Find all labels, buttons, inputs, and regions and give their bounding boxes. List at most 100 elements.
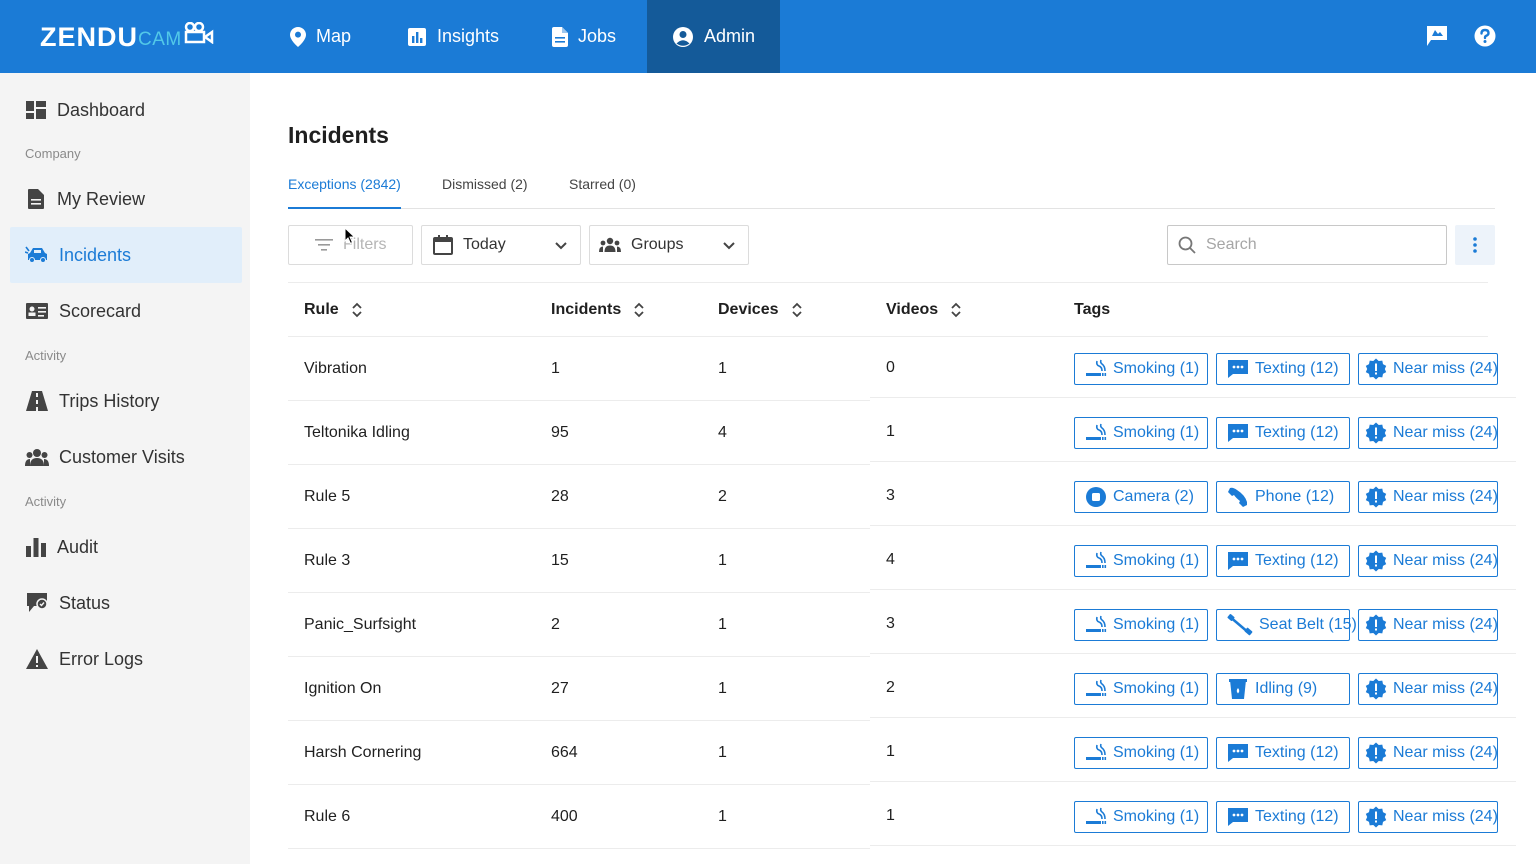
sidebar-item-trips-history[interactable]: Trips History [10, 373, 242, 429]
id-card-icon [26, 303, 48, 319]
sort-icon [352, 302, 362, 318]
filters-label: Filters [343, 236, 387, 253]
column-header-devices[interactable]: Devices [718, 283, 803, 337]
sidebar-section-activity: Activity [25, 348, 67, 363]
tag-chip[interactable]: Near miss (24) [1358, 801, 1498, 833]
column-header-incidents[interactable]: Incidents [551, 283, 645, 337]
column-header-label: Incidents [551, 301, 622, 318]
nav-jobs[interactable]: Jobs [552, 0, 616, 73]
tag-chip[interactable]: Texting (12) [1216, 353, 1350, 385]
row-divider [870, 717, 1516, 718]
table-row[interactable]: Rule 3 15 1 4 Smoking (1) Texting (12) Near mi… [288, 529, 1516, 593]
tag-chip[interactable]: Smoking (1) [1074, 609, 1208, 641]
message-icon [1227, 551, 1255, 571]
smoking-icon [1085, 615, 1113, 635]
tag-chip[interactable]: Idling (9) [1216, 673, 1350, 705]
tag-label: Smoking (1) [1113, 680, 1200, 697]
cell-videos: 1 [886, 743, 895, 760]
tag-chip[interactable]: Near miss (24) [1358, 417, 1498, 449]
sidebar-item-customer-visits[interactable]: Customer Visits [10, 429, 242, 485]
tab-starred[interactable]: Starred (0) [569, 176, 636, 192]
tag-chip[interactable]: Smoking (1) [1074, 737, 1208, 769]
tag-chip[interactable]: Smoking (1) [1074, 545, 1208, 577]
tag-chip[interactable]: Texting (12) [1216, 545, 1350, 577]
nav-admin[interactable]: Admin [647, 0, 780, 73]
tab-dismissed[interactable]: Dismissed (2) [442, 176, 528, 192]
help-icon[interactable] [1473, 24, 1497, 48]
tag-chip[interactable]: Smoking (1) [1074, 673, 1208, 705]
search-input[interactable] [1206, 236, 1426, 254]
tag-chip[interactable]: Smoking (1) [1074, 353, 1208, 385]
sidebar-item-error-logs[interactable]: Error Logs [10, 631, 242, 687]
tag-chip[interactable]: Near miss (24) [1358, 673, 1498, 705]
tag-label: Texting (12) [1255, 552, 1339, 569]
tag-chip[interactable]: Camera (2) [1074, 481, 1208, 513]
cell-incidents: 2 [551, 616, 560, 633]
sidebar-item-audit[interactable]: Audit [10, 519, 242, 575]
cell-videos: 2 [886, 679, 895, 696]
nav-map[interactable]: Map [290, 0, 351, 73]
sidebar-item-label: Dashboard [57, 99, 146, 120]
sidebar-item-status[interactable]: Status [10, 575, 242, 631]
table-row[interactable]: Vibration 1 1 0 Smoking (1) Texting (12) Near … [288, 337, 1516, 401]
search-box [1167, 225, 1447, 265]
table-row[interactable]: Rule 6 400 1 1 Smoking (1) Texting (12) Near m… [288, 785, 1516, 849]
logo-sub-text: CAM [138, 29, 182, 50]
smoking-icon [1085, 743, 1113, 763]
tag-label: Texting (12) [1255, 744, 1339, 761]
tag-chip[interactable]: Texting (12) [1216, 801, 1350, 833]
phone-icon [1227, 486, 1255, 508]
cell-devices: 1 [718, 616, 727, 633]
tag-chip[interactable]: Near miss (24) [1358, 609, 1498, 641]
table-row[interactable]: Rule 5 28 2 3 Camera (2) Phone (12) Near miss … [288, 465, 1516, 529]
tag-chip[interactable]: Texting (12) [1216, 737, 1350, 769]
table-row[interactable]: Harsh Cornering 664 1 1 Smoking (1) Texting (… [288, 721, 1516, 785]
users-icon [599, 237, 621, 252]
announcement-flag-icon[interactable] [1425, 24, 1449, 48]
cell-videos: 0 [886, 359, 895, 376]
tag-chip[interactable]: Near miss (24) [1358, 353, 1498, 385]
cell-devices: 1 [718, 680, 727, 697]
tag-label: Near miss (24) [1393, 616, 1498, 633]
sidebar-item-incidents[interactable]: Incidents [10, 227, 242, 283]
more-options-button[interactable] [1455, 225, 1495, 265]
groups-select[interactable]: Groups [589, 225, 749, 265]
tag-chip[interactable]: Smoking (1) [1074, 417, 1208, 449]
cell-rule: Teltonika Idling [304, 424, 410, 441]
sort-icon [791, 302, 802, 318]
sidebar-item-scorecard[interactable]: Scorecard [10, 283, 242, 339]
row-divider [870, 781, 1516, 782]
cell-rule: Rule 5 [304, 488, 351, 505]
filters-button[interactable]: Filters [288, 225, 413, 265]
tab-bar: Exceptions (2842) Dismissed (2) Starred … [288, 166, 1495, 209]
nav-admin-label: Admin [703, 26, 756, 46]
tag-chip[interactable]: Smoking (1) [1074, 801, 1208, 833]
table-row[interactable]: Panic_Surfsight 2 1 3 Smoking (1) Seat Belt (… [288, 593, 1516, 657]
cell-videos: 3 [886, 487, 895, 504]
tag-chip[interactable]: Seat Belt (15) [1216, 609, 1357, 641]
row-divider [288, 464, 870, 465]
tag-chip[interactable]: Near miss (24) [1358, 737, 1498, 769]
cell-devices: 1 [718, 808, 727, 825]
sidebar-item-my-review[interactable]: My Review [10, 171, 242, 227]
tag-label: Idling (9) [1255, 680, 1318, 697]
tag-chip[interactable]: Near miss (24) [1358, 481, 1498, 513]
column-header-videos[interactable]: Videos [886, 283, 962, 337]
tab-exceptions[interactable]: Exceptions (2842) [288, 176, 401, 209]
tag-chip[interactable]: Near miss (24) [1358, 545, 1498, 577]
date-range-select[interactable]: Today [421, 225, 581, 265]
tag-label: Camera (2) [1113, 488, 1194, 505]
table-row[interactable]: Ignition On 27 1 2 Smoking (1) Idling (9) Near… [288, 657, 1516, 721]
tag-chip[interactable]: Phone (12) [1216, 481, 1350, 513]
column-header-rule[interactable]: Rule [304, 283, 363, 337]
tag-chip[interactable]: Texting (12) [1216, 417, 1350, 449]
sort-icon [951, 302, 961, 318]
table-row[interactable]: Teltonika Idling 95 4 1 Smoking (1) Texting (… [288, 401, 1516, 465]
zenducam-logo[interactable]: ZENDU CAM [40, 21, 214, 52]
tag-label: Seat Belt (15) [1259, 616, 1357, 633]
logo-main-text: ZENDU [40, 21, 138, 52]
sidebar-item-dashboard[interactable]: Dashboard [10, 82, 242, 138]
cell-incidents: 95 [551, 424, 569, 441]
top-navbar: ZENDU CAM Map Insights Jobs Admin [0, 0, 1536, 73]
nav-insights[interactable]: Insights [407, 0, 499, 73]
